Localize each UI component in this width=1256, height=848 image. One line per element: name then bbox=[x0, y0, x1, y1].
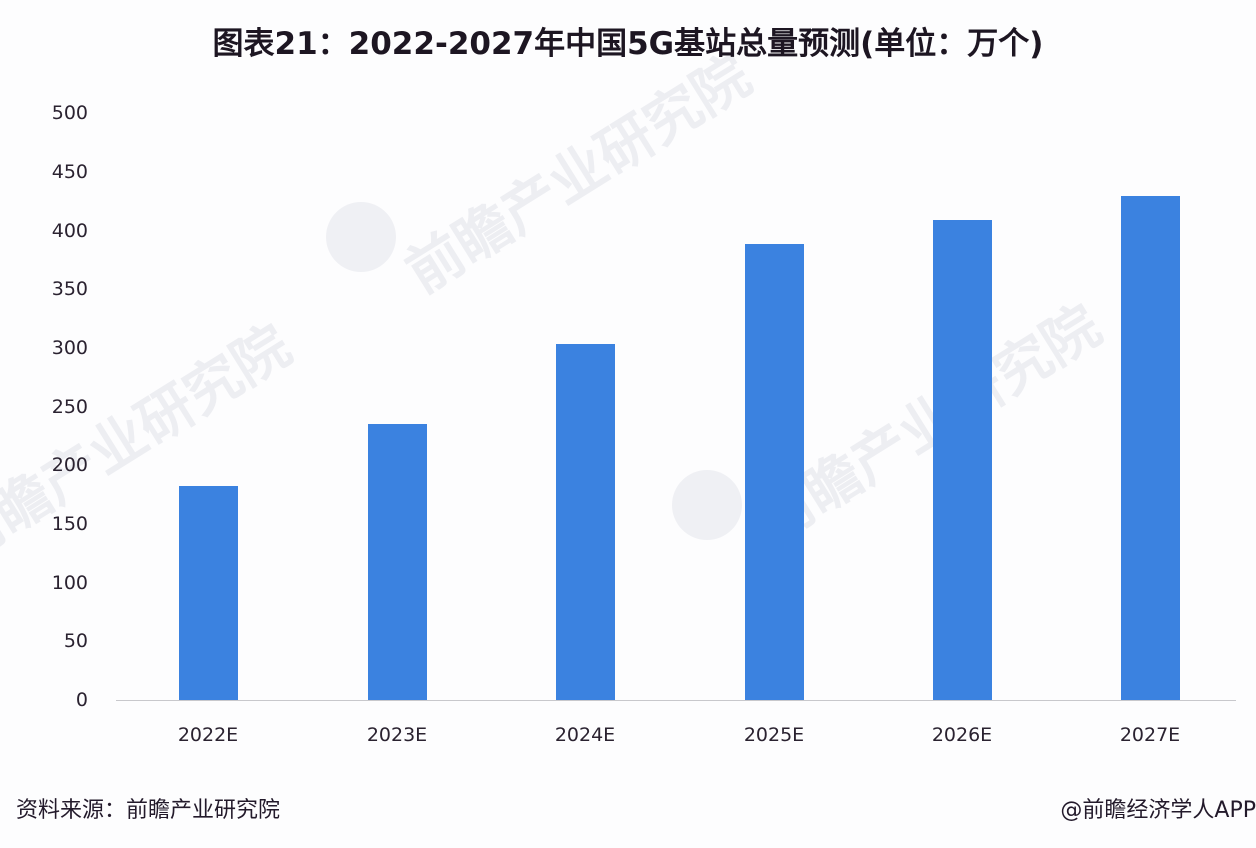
bar-2024E bbox=[555, 344, 615, 700]
watermark-logo-icon bbox=[672, 470, 742, 540]
bar-2026E bbox=[932, 219, 992, 700]
watermark-text: 前瞻产业研究院 bbox=[395, 43, 763, 307]
x-tick-label: 2025E bbox=[743, 724, 805, 746]
y-tick-label: 400 bbox=[51, 220, 88, 242]
bar-2022E bbox=[178, 486, 238, 700]
x-tick-label: 2022E bbox=[177, 724, 239, 746]
y-tick-label: 450 bbox=[51, 161, 88, 183]
bar-2023E bbox=[367, 424, 427, 700]
y-tick-label: 200 bbox=[51, 454, 88, 476]
y-tick-label: 100 bbox=[51, 572, 88, 594]
bar-2025E bbox=[744, 244, 804, 700]
y-tick-label: 0 bbox=[75, 689, 88, 711]
x-tick-label: 2026E bbox=[931, 724, 993, 746]
x-tick-label: 2023E bbox=[366, 724, 428, 746]
y-tick-label: 350 bbox=[51, 278, 88, 300]
y-tick-label: 500 bbox=[51, 102, 88, 124]
y-tick-label: 300 bbox=[51, 337, 88, 359]
chart-title: 图表21：2022-2027年中国5G基站总量预测(单位：万个) bbox=[212, 26, 1044, 62]
x-tick-label: 2027E bbox=[1119, 724, 1181, 746]
x-tick-label: 2024E bbox=[554, 724, 616, 746]
y-tick-label: 250 bbox=[51, 396, 88, 418]
y-tick-label: 50 bbox=[63, 630, 88, 652]
credit-note: @前瞻经济学人APP bbox=[1060, 798, 1256, 823]
x-axis-line bbox=[116, 700, 1236, 701]
source-note: 资料来源：前瞻产业研究院 bbox=[16, 798, 281, 823]
watermark-logo-icon bbox=[326, 202, 396, 272]
bar-2027E bbox=[1120, 196, 1180, 700]
y-tick-label: 150 bbox=[51, 513, 88, 535]
